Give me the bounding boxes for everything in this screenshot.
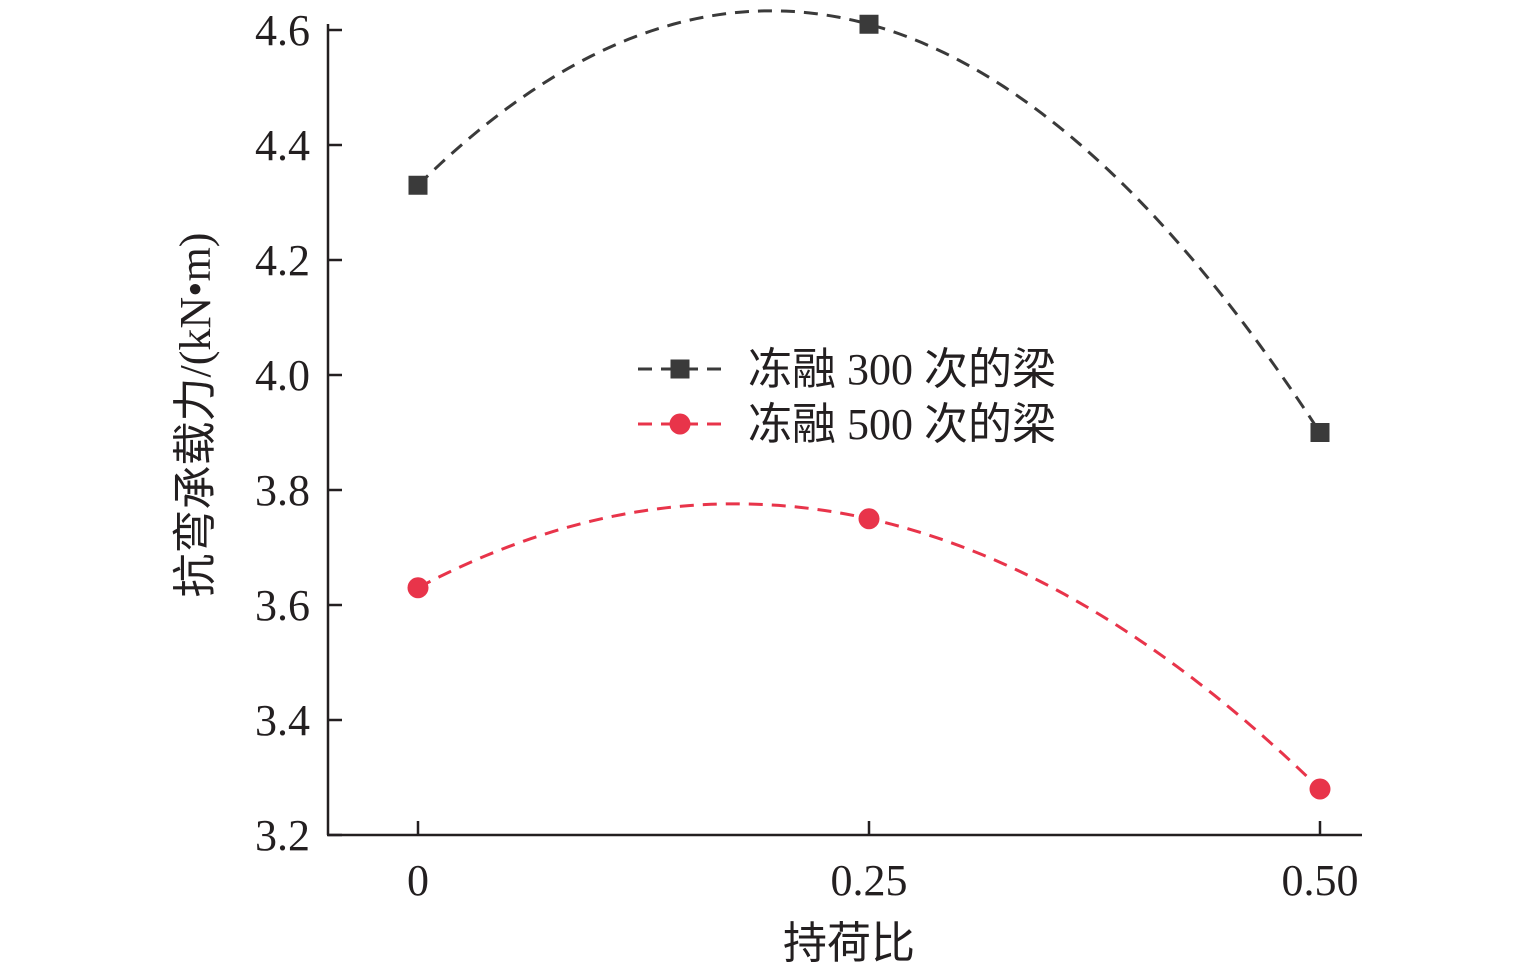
- y-tick-label: 4.6: [255, 6, 310, 55]
- series-1-point: [408, 175, 428, 195]
- legend-marker-2: [669, 413, 691, 435]
- y-tick-label: 3.6: [255, 581, 310, 630]
- series-2-point: [407, 577, 429, 599]
- series-2-fit-line: [417, 502, 1322, 791]
- x-tick-label: 0: [407, 856, 429, 905]
- y-axis-title: 抗弯承载力/(kN•m): [171, 233, 220, 598]
- series-1-fit-line: [416, 9, 1322, 434]
- legend-marker-1: [670, 359, 690, 379]
- legend-label-1: 冻融 300 次的梁: [748, 345, 1056, 394]
- series-1-point: [1310, 423, 1330, 442]
- series-2-point: [858, 508, 880, 530]
- y-tick-label: 3.8: [255, 466, 310, 515]
- series-2-point: [1309, 778, 1331, 800]
- y-tick-label: 4.0: [255, 351, 310, 400]
- series-1-point: [859, 14, 879, 34]
- x-axis-title: 持荷比: [783, 919, 915, 968]
- data-markers: [407, 14, 1331, 800]
- x-tick-label: 0.50: [1282, 856, 1359, 905]
- y-tick-label: 3.4: [255, 696, 310, 745]
- axes: 3.2 3.4 3.6 3.8 4.0 4.2 4.4 4.6 0 0.25 0.50: [255, 6, 1362, 905]
- x-tick-label: 0.25: [831, 856, 908, 905]
- y-tick-label: 3.2: [255, 811, 310, 860]
- legend-label-2: 冻融 500 次的梁: [748, 400, 1056, 449]
- y-tick-label: 4.2: [255, 236, 310, 285]
- y-tick-label: 4.4: [255, 121, 310, 170]
